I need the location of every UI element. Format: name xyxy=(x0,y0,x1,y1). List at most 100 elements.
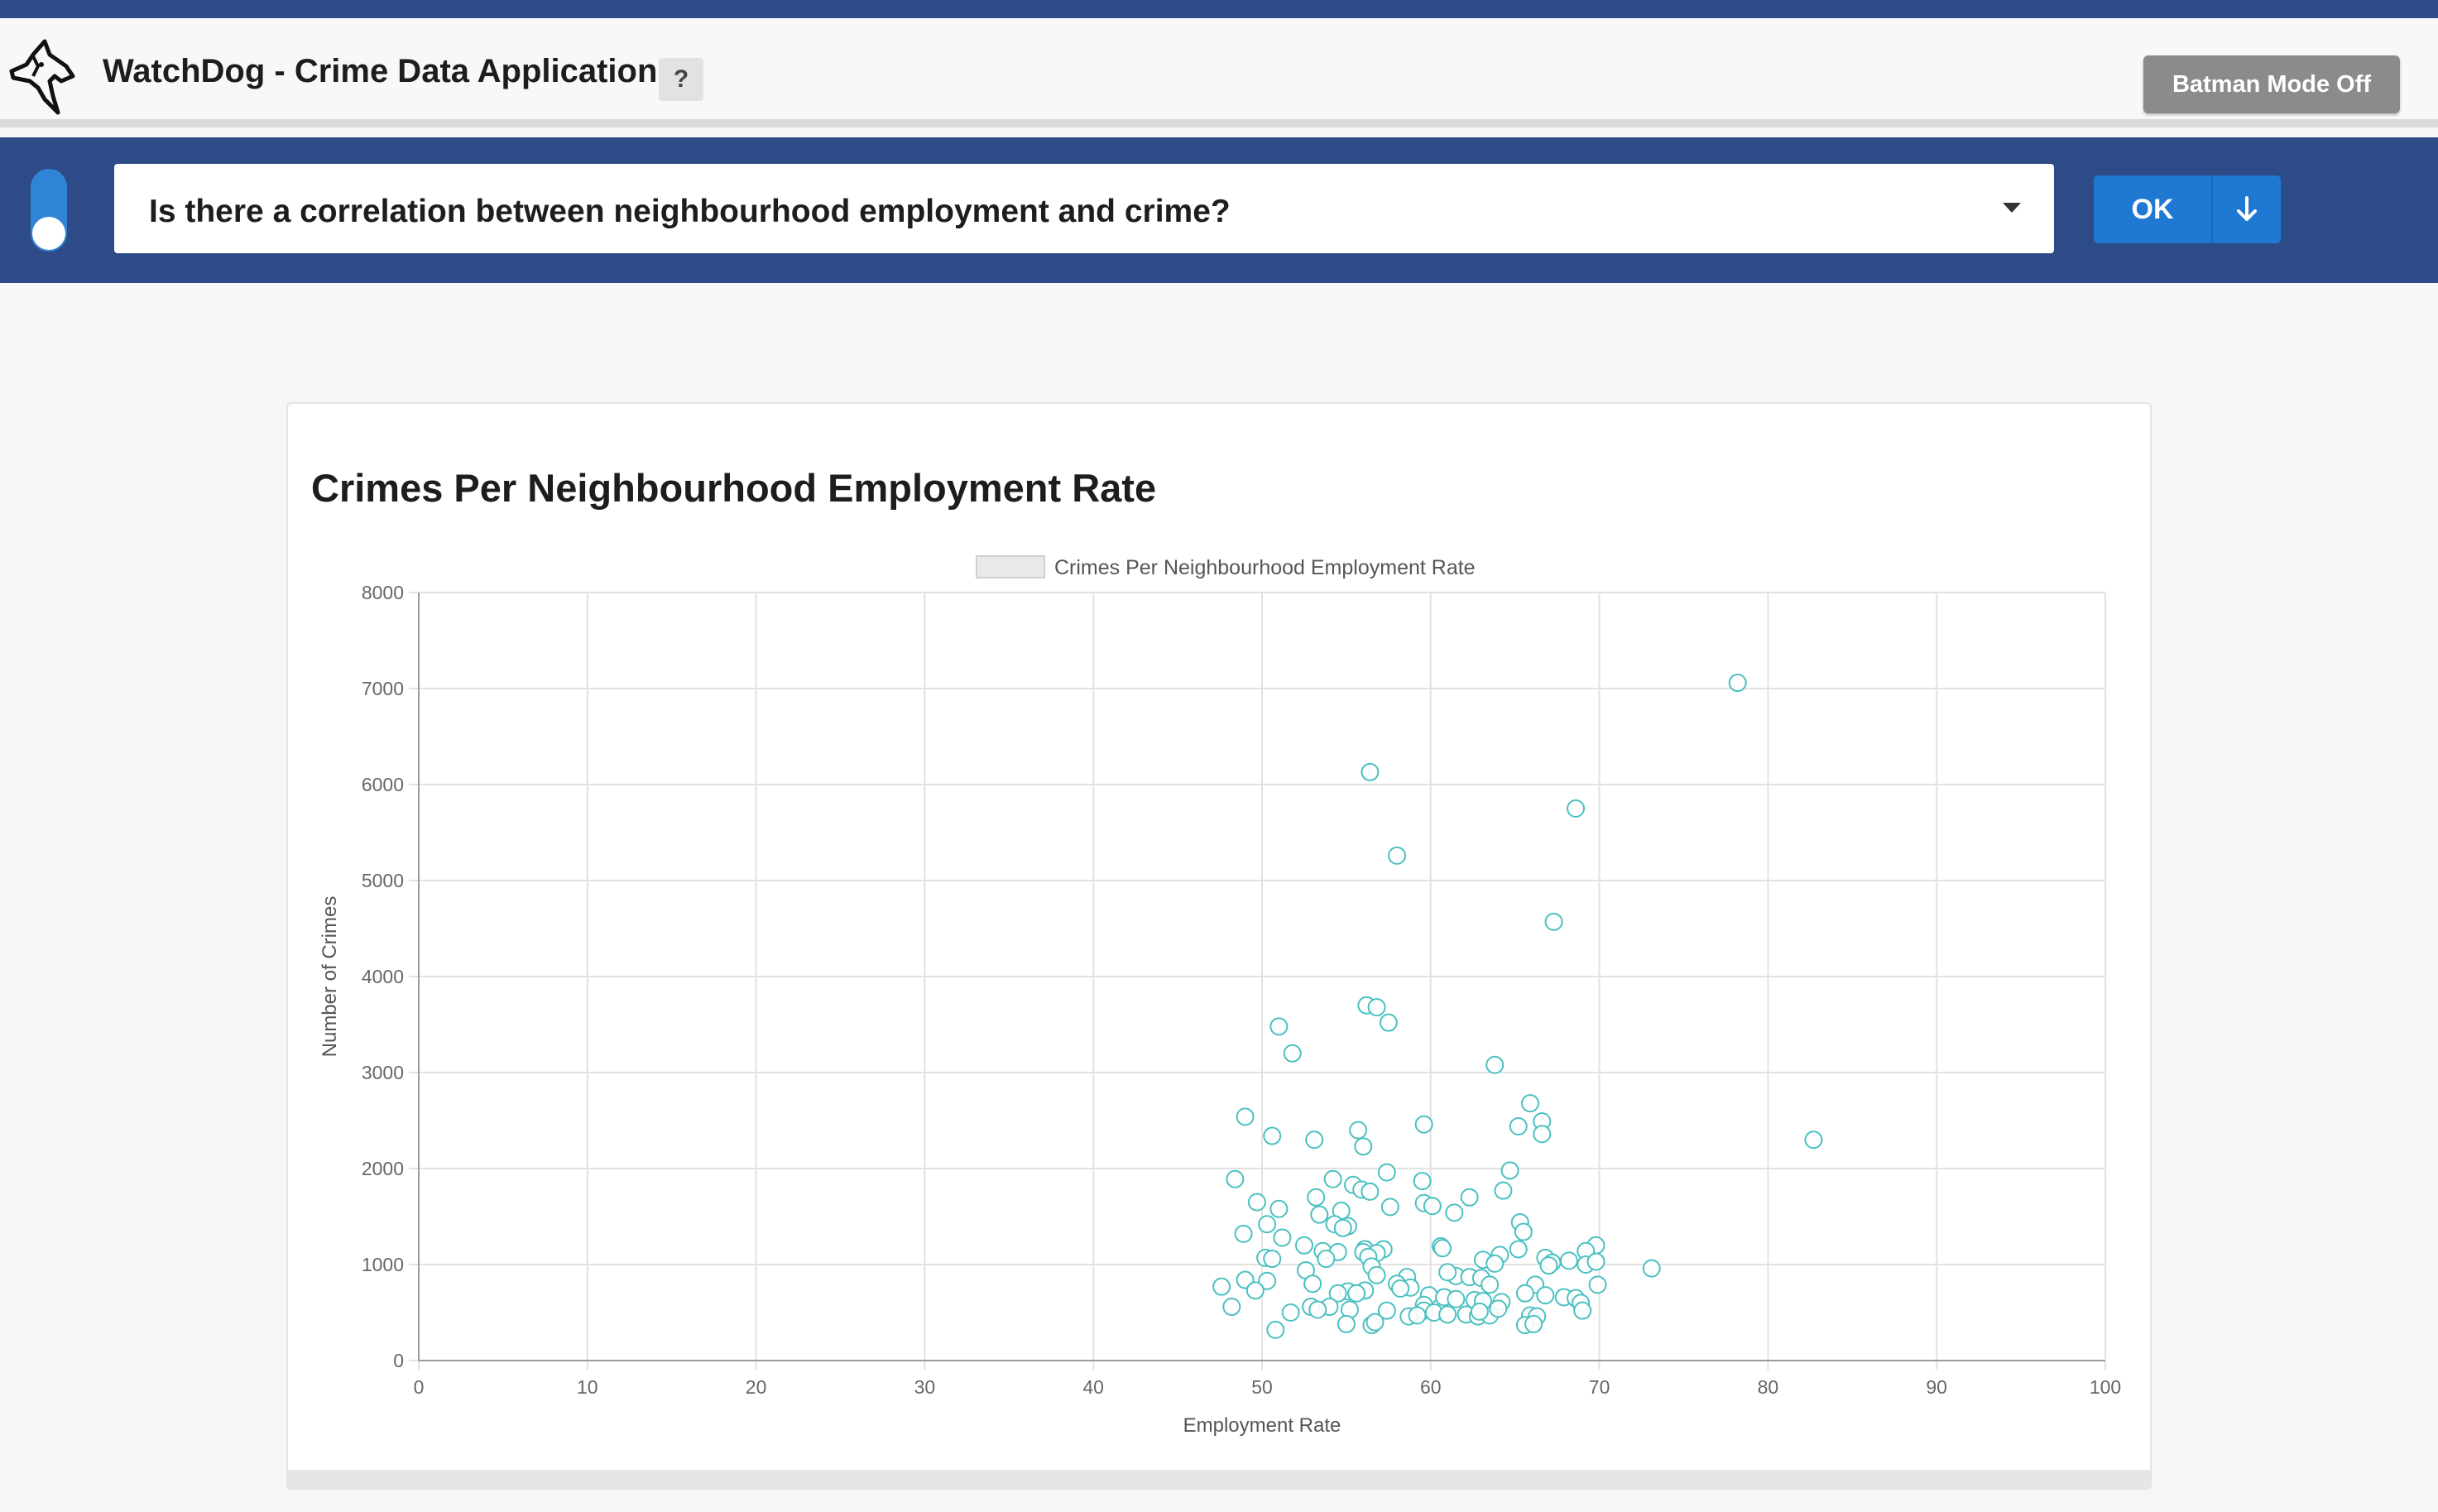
data-point xyxy=(1308,1300,1327,1319)
data-point xyxy=(1379,1013,1398,1032)
app-header: WatchDog - Crime Data Application ? Batm… xyxy=(0,18,2438,127)
arrow-down-icon xyxy=(2237,196,2257,221)
batman-mode-button[interactable]: Batman Mode Off xyxy=(2143,55,2400,113)
data-point xyxy=(1347,1284,1366,1303)
data-point xyxy=(1489,1299,1508,1318)
data-point xyxy=(1247,1193,1266,1212)
data-point xyxy=(1294,1236,1313,1255)
x-tick-label: 70 xyxy=(1589,1376,1610,1398)
scatter-chart: 0 10 20 30 40 50 60 70 80 90 100010002000300040005… xyxy=(319,555,2121,1437)
download-button[interactable] xyxy=(2211,175,2281,243)
data-point xyxy=(1349,1121,1368,1140)
data-point xyxy=(1588,1275,1607,1294)
data-point xyxy=(1307,1188,1326,1207)
toggle-switch-icon[interactable] xyxy=(31,169,67,252)
data-point xyxy=(1500,1161,1519,1180)
data-point xyxy=(1236,1107,1255,1126)
ok-button-group: OK xyxy=(2094,175,2281,243)
data-point xyxy=(1586,1252,1605,1271)
data-point xyxy=(1514,1222,1533,1241)
x-tick-label: 10 xyxy=(577,1376,598,1398)
question-dropdown[interactable]: Is there a correlation between neighbour… xyxy=(114,164,2054,253)
data-point xyxy=(1222,1298,1241,1317)
data-point xyxy=(1433,1239,1452,1258)
data-point xyxy=(1485,1055,1505,1074)
data-point xyxy=(1377,1163,1396,1182)
data-point xyxy=(1323,1169,1342,1188)
y-tick-label: 7000 xyxy=(362,678,404,699)
data-point xyxy=(1423,1197,1442,1216)
data-point xyxy=(1447,1289,1466,1308)
data-point xyxy=(1521,1094,1540,1113)
x-tick-label: 0 xyxy=(414,1376,425,1398)
data-point xyxy=(1470,1302,1489,1321)
data-point xyxy=(1361,762,1380,781)
chart-title: Crimes Per Neighbourhood Employment Rate xyxy=(311,466,1157,510)
data-point xyxy=(1317,1250,1336,1269)
data-point xyxy=(1273,1228,1292,1247)
legend-swatch xyxy=(976,555,1045,578)
data-point xyxy=(1509,1240,1528,1259)
data-point xyxy=(1263,1250,1282,1269)
data-point xyxy=(1388,846,1407,865)
data-point xyxy=(1481,1275,1500,1294)
data-point xyxy=(1438,1305,1457,1324)
data-point xyxy=(1266,1320,1285,1339)
data-point xyxy=(1391,1279,1410,1298)
data-point xyxy=(1365,1313,1385,1332)
y-tick-label: 2000 xyxy=(362,1158,404,1179)
chevron-down-icon xyxy=(2003,203,2021,213)
data-point xyxy=(1303,1274,1322,1294)
data-point xyxy=(1567,799,1586,818)
y-tick-label: 3000 xyxy=(362,1062,404,1083)
x-tick-label: 50 xyxy=(1251,1376,1273,1398)
toggle-knob xyxy=(32,217,65,250)
data-point xyxy=(1245,1281,1265,1300)
data-point xyxy=(1354,1137,1373,1156)
x-axis-title: Employment Rate xyxy=(1183,1414,1341,1437)
data-point xyxy=(1414,1115,1433,1134)
y-tick-label: 0 xyxy=(393,1350,404,1371)
data-point xyxy=(1258,1215,1277,1234)
x-tick-label: 20 xyxy=(746,1376,767,1398)
y-tick-label: 4000 xyxy=(362,966,404,987)
chart-card xyxy=(286,402,2152,1490)
help-button[interactable]: ? xyxy=(659,58,703,101)
data-point xyxy=(1263,1126,1282,1145)
data-point xyxy=(1283,1044,1302,1063)
app-title: WatchDog - Crime Data Application xyxy=(103,53,658,89)
data-point xyxy=(1804,1130,1823,1150)
ok-button[interactable]: OK xyxy=(2094,175,2211,243)
y-tick-label: 5000 xyxy=(362,870,404,891)
data-point xyxy=(1413,1172,1432,1191)
data-point xyxy=(1337,1314,1356,1333)
data-point xyxy=(1234,1224,1253,1243)
data-point xyxy=(1728,674,1747,693)
data-point xyxy=(1281,1303,1300,1322)
data-point xyxy=(1408,1306,1427,1325)
data-point xyxy=(1485,1254,1505,1273)
x-tick-label: 90 xyxy=(1926,1376,1947,1398)
y-tick-label: 6000 xyxy=(362,774,404,795)
data-point xyxy=(1445,1203,1464,1222)
data-point xyxy=(1524,1314,1543,1333)
data-point xyxy=(1258,1271,1277,1290)
data-point xyxy=(1573,1301,1592,1320)
question-selected-value: Is there a correlation between neighbour… xyxy=(149,194,1231,229)
data-point xyxy=(1642,1259,1661,1278)
data-point xyxy=(1544,912,1563,931)
data-point xyxy=(1310,1205,1329,1224)
y-tick-label: 8000 xyxy=(362,582,404,603)
data-point xyxy=(1212,1277,1231,1296)
data-point xyxy=(1269,1017,1289,1036)
data-point xyxy=(1509,1116,1528,1135)
data-point xyxy=(1380,1198,1399,1217)
x-tick-label: 100 xyxy=(2090,1376,2121,1398)
data-point xyxy=(1559,1251,1578,1270)
chart-card-footer xyxy=(288,1470,2150,1488)
data-point xyxy=(1460,1188,1479,1207)
data-point xyxy=(1539,1256,1558,1275)
data-point xyxy=(1438,1263,1457,1282)
data-point xyxy=(1367,1265,1386,1284)
y-tick-label: 1000 xyxy=(362,1254,404,1275)
